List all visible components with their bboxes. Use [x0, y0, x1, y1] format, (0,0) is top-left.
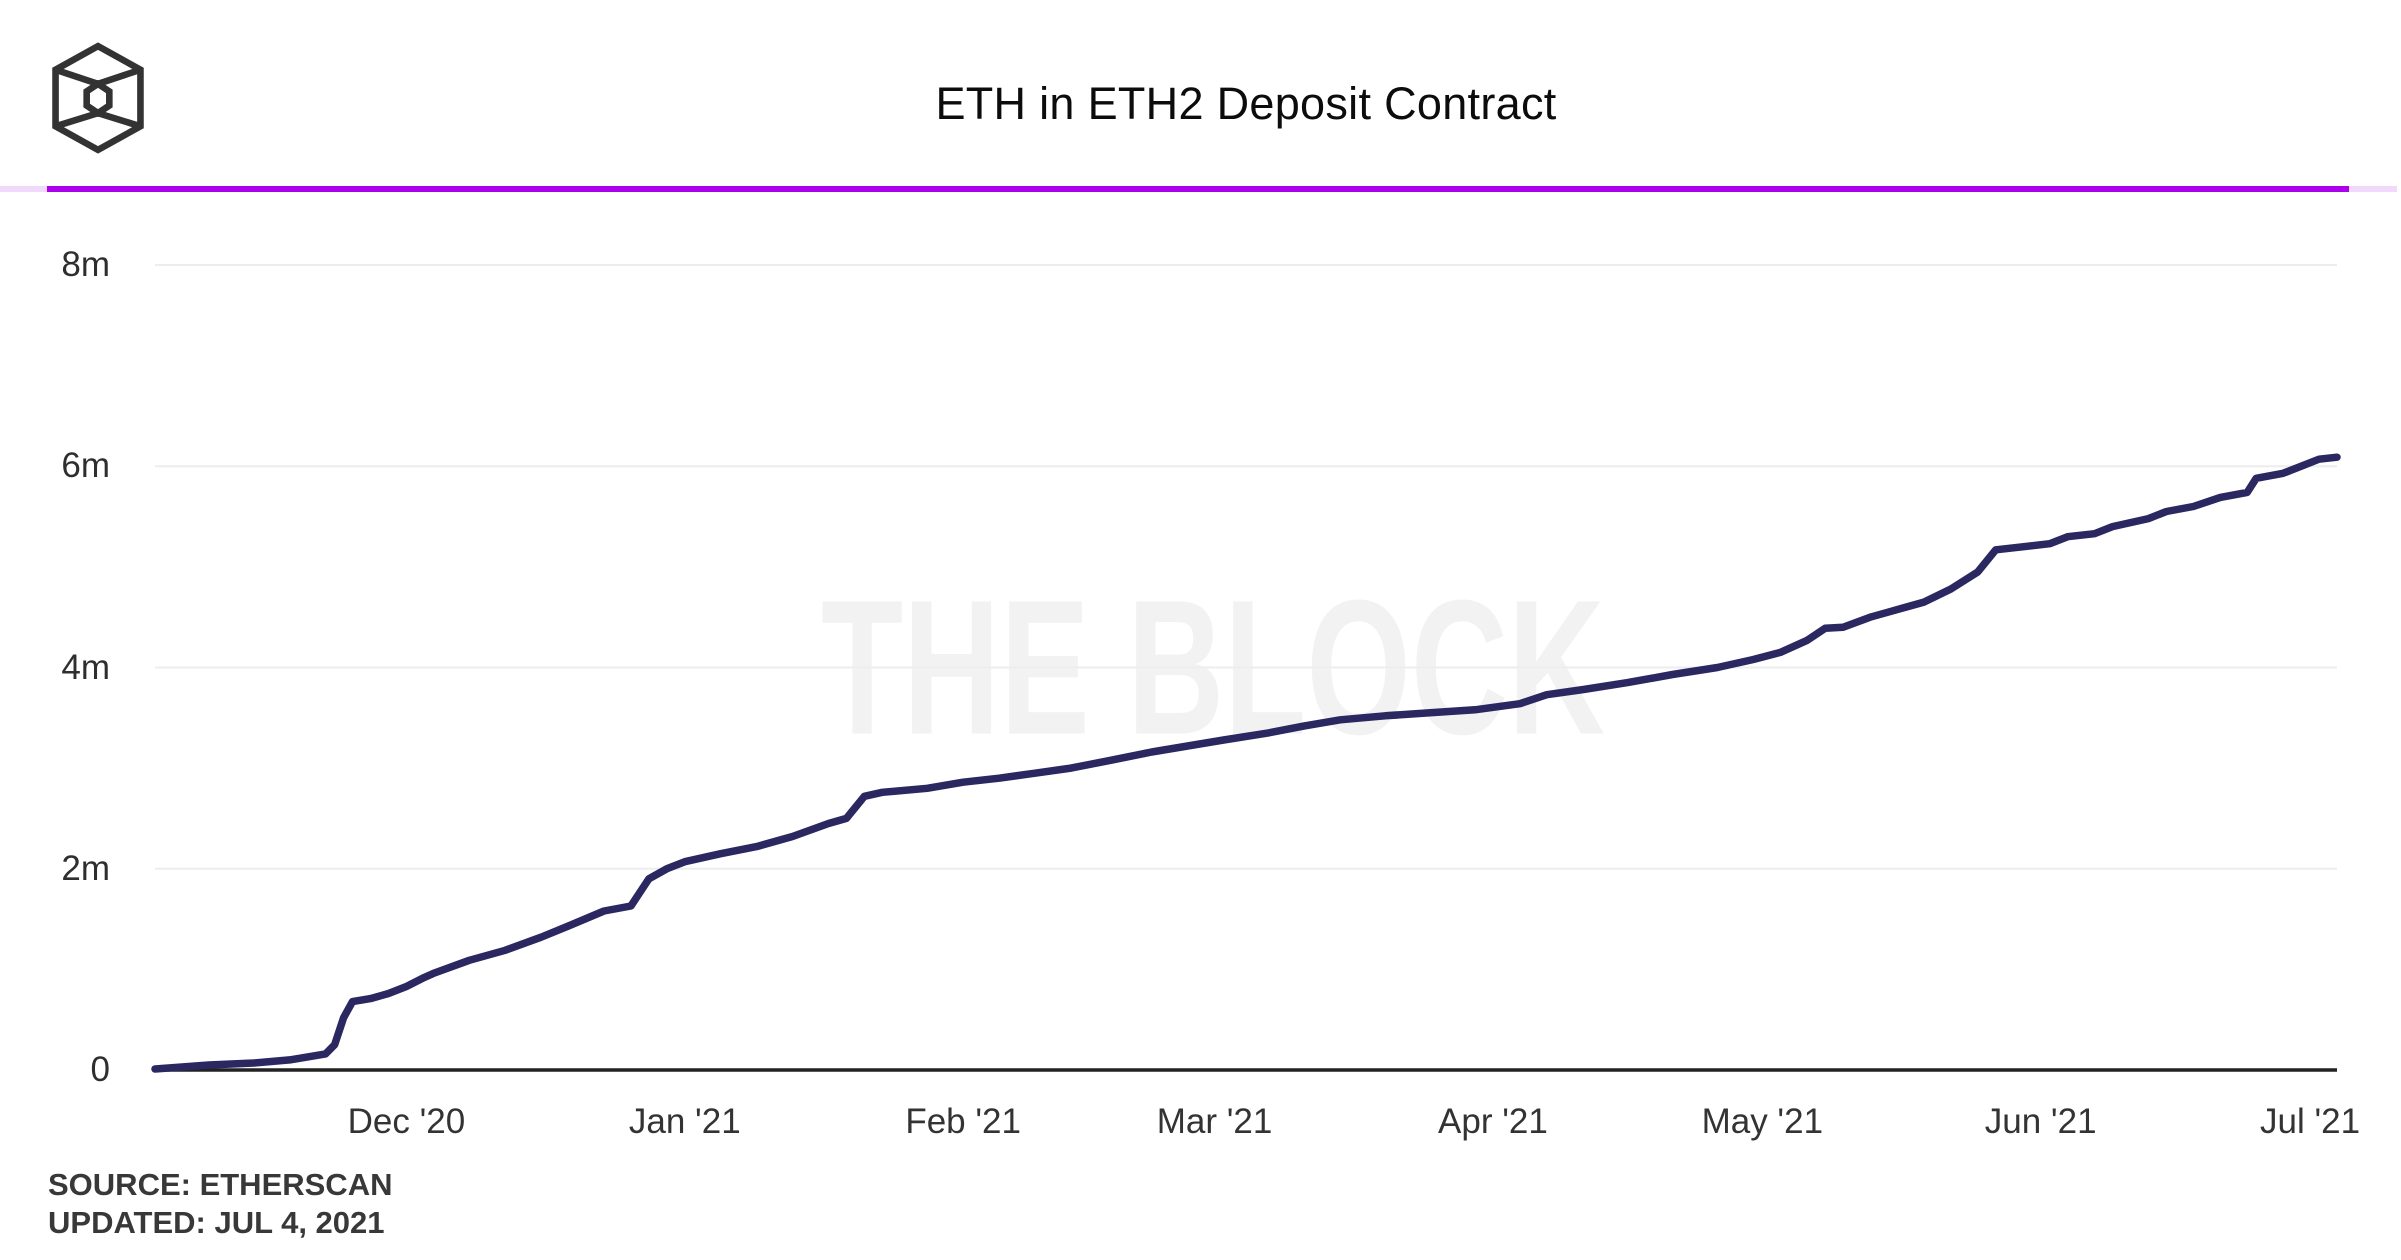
deposit-line-series — [151, 453, 2341, 1073]
y-axis-tick-label: 2m — [61, 848, 110, 888]
x-axis-tick-label: Feb '21 — [905, 1102, 1021, 1141]
x-axis-tick-label: May '21 — [1701, 1102, 1824, 1141]
x-axis-tick-label: Jan '21 — [628, 1102, 741, 1141]
x-axis-tick-label: Jul '21 — [2260, 1102, 2361, 1141]
x-axis-tick-label: Dec '20 — [347, 1102, 466, 1141]
source-label: SOURCE: ETHERSCAN — [48, 1167, 393, 1202]
y-axis-tick-label: 0 — [90, 1050, 110, 1089]
y-axis-tick-label: 4m — [61, 647, 110, 687]
logo-outer-hexagon — [52, 42, 144, 154]
x-axis-tick-label: Mar '21 — [1156, 1102, 1273, 1141]
logo-connector-lines — [54, 66, 142, 130]
the-block-logo-icon — [52, 42, 144, 154]
y-axis-tick-label: 8m — [61, 245, 110, 284]
x-axis-tick-label: Apr '21 — [1438, 1102, 1548, 1141]
chart-footer: SOURCE: ETHERSCAN UPDATED: JUL 4, 2021 — [48, 1166, 392, 1242]
x-axis-tick-label: Jun '21 — [1984, 1102, 2097, 1141]
updated-label: UPDATED: JUL 4, 2021 — [48, 1205, 385, 1240]
page-title: ETH in ETH2 Deposit Contract — [935, 78, 1557, 129]
header-rule-right-cap — [2349, 186, 2397, 192]
header-rule-accent — [47, 186, 2349, 192]
header-rule-left-cap — [0, 186, 47, 192]
y-axis-tick-label: 6m — [61, 446, 110, 486]
